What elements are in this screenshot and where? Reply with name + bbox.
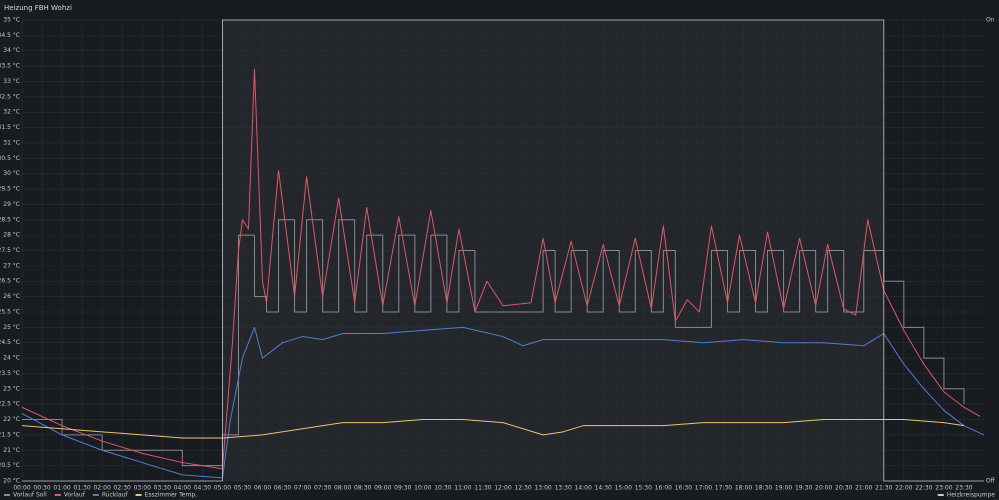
- x-tick-label: 11:30: [474, 485, 491, 492]
- x-tick-label: 05:00: [214, 485, 231, 492]
- x-tick-label: 07:00: [294, 485, 311, 492]
- x-tick-label: 19:00: [775, 485, 792, 492]
- x-tick-label: 01:30: [73, 485, 90, 492]
- x-tick-label: 03:30: [154, 485, 171, 492]
- x-tick-label: 04:00: [174, 485, 191, 492]
- y-tick-label: 20 °C: [3, 478, 20, 485]
- y-tick-label: 32 °C: [3, 109, 20, 116]
- y-tick-label: 26 °C: [3, 293, 20, 300]
- y-tick-label: 35 °C: [3, 17, 20, 24]
- x-tick-label: 23:00: [935, 485, 952, 492]
- x-tick-label: 01:00: [53, 485, 70, 492]
- x-tick-label: 03:00: [134, 485, 151, 492]
- y-tick-label: 29.5 °C: [0, 186, 20, 193]
- chart-title: Heizung FBH Wohzi: [4, 4, 72, 12]
- x-tick-label: 00:00: [13, 485, 30, 492]
- x-tick-label: 18:30: [755, 485, 772, 492]
- x-tick-label: 20:00: [815, 485, 832, 492]
- x-tick-label: 07:30: [314, 485, 331, 492]
- y-tick-label: 22 °C: [3, 416, 20, 423]
- x-tick-label: 02:30: [114, 485, 131, 492]
- x-tick-label: 16:00: [655, 485, 672, 492]
- y-tick-label: 21.5 °C: [0, 431, 20, 438]
- series-line: [21, 68, 981, 470]
- x-tick-label: 21:00: [855, 485, 872, 492]
- y-tick-label: 31 °C: [3, 139, 20, 146]
- y-tick-label: 32.5 °C: [0, 93, 20, 100]
- series-line: [22, 19, 984, 482]
- y-tick-label: 30 °C: [3, 170, 20, 177]
- x-tick-label: 19:30: [795, 485, 812, 492]
- x-tick-label: 15:00: [615, 485, 632, 492]
- x-tick-label: 22:30: [915, 485, 932, 492]
- x-tick-label: 04:30: [194, 485, 211, 492]
- y-tick-label: 30.5 °C: [0, 155, 20, 162]
- x-tick-label: 16:30: [675, 485, 692, 492]
- y-tick-label: 21 °C: [3, 447, 20, 454]
- y-tick-label: 28 °C: [3, 232, 20, 239]
- x-tick-label: 20:30: [835, 485, 852, 492]
- y-tick-label: 33 °C: [3, 78, 20, 85]
- y-tick-label: 33.5 °C: [0, 63, 20, 70]
- y-tick-label: 27 °C: [3, 262, 20, 269]
- series-line: [21, 326, 985, 479]
- x-tick-label: 10:00: [414, 485, 431, 492]
- x-tick-label: 14:00: [575, 485, 592, 492]
- x-tick-label: 06:00: [254, 485, 271, 492]
- x-tick-label: 13:00: [534, 485, 551, 492]
- y-tick-label: 31.5 °C: [0, 124, 20, 131]
- legend-label: Rücklauf: [102, 492, 129, 499]
- y-tick-label: 34 °C: [3, 47, 20, 54]
- series-line: [21, 419, 965, 439]
- y-tick-label: 22.5 °C: [0, 401, 20, 408]
- x-tick-label: 08:30: [354, 485, 371, 492]
- x-tick-label: 21:30: [875, 485, 892, 492]
- x-tick-label: 12:30: [514, 485, 531, 492]
- x-tick-label: 09:00: [374, 485, 391, 492]
- y-tick-label: 24.5 °C: [0, 339, 20, 346]
- y-tick-label: 25.5 °C: [0, 308, 20, 315]
- y-tick-label: 23 °C: [3, 385, 20, 392]
- x-tick-label: 14:30: [595, 485, 612, 492]
- x-tick-label: 05:30: [234, 485, 251, 492]
- x-tick-label: 17:00: [695, 485, 712, 492]
- y-tick-label: 34.5 °C: [0, 32, 20, 39]
- x-tick-label: 15:30: [635, 485, 652, 492]
- legend-label: Esszimmer Temp.: [145, 492, 198, 499]
- legend-label: Vorlauf Soll: [13, 492, 47, 499]
- x-tick-label: 09:30: [394, 485, 411, 492]
- y-tick-label: 29 °C: [3, 201, 20, 208]
- y-tick-label: 26.5 °C: [0, 278, 20, 285]
- y-tick-label: 28.5 °C: [0, 216, 20, 223]
- x-tick-label: 02:00: [94, 485, 111, 492]
- x-tick-label: 11:00: [454, 485, 471, 492]
- x-tick-label: 12:00: [494, 485, 511, 492]
- x-tick-label: 06:30: [274, 485, 291, 492]
- x-tick-label: 10:30: [434, 485, 451, 492]
- x-tick-label: 18:00: [735, 485, 752, 492]
- y-tick-label: 20.5 °C: [0, 462, 20, 469]
- y-tick-label: 24 °C: [3, 355, 20, 362]
- x-tick-label: 13:30: [554, 485, 571, 492]
- y2-tick-label: Off: [986, 478, 996, 485]
- x-tick-label: 22:00: [895, 485, 912, 492]
- legend-label: Vorlauf: [64, 492, 86, 499]
- x-tick-label: 08:00: [334, 485, 351, 492]
- x-tick-label: 17:30: [715, 485, 732, 492]
- y-tick-label: 25 °C: [3, 324, 20, 331]
- x-tick-label: 00:30: [33, 485, 50, 492]
- y-tick-label: 23.5 °C: [0, 370, 20, 377]
- legend-label: Heizkreispumpe: [947, 492, 996, 499]
- y-tick-label: 27.5 °C: [0, 247, 20, 254]
- y2-tick-label: On: [986, 17, 995, 24]
- series-line: [22, 219, 965, 467]
- x-tick-label: 23:30: [955, 485, 972, 492]
